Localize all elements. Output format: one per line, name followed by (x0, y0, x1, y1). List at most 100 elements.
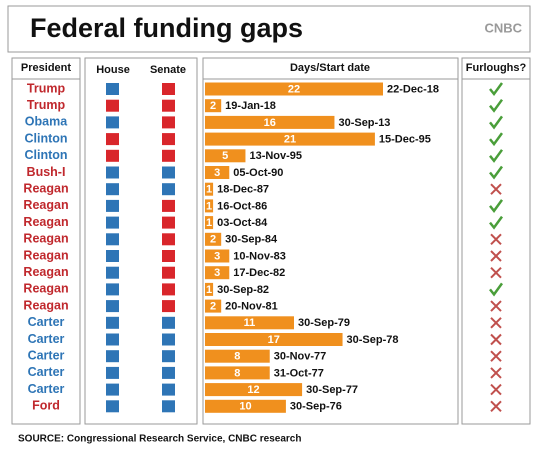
senate-party (162, 83, 175, 95)
bar (205, 299, 222, 313)
furlough-no (490, 367, 502, 379)
house-party (106, 216, 119, 229)
president: Reagan (23, 298, 68, 312)
furlough-no (490, 383, 502, 396)
column-box (11, 57, 81, 425)
bar (205, 316, 294, 330)
senate-party (162, 116, 175, 129)
header: President (21, 62, 71, 74)
bar-value: 1 (206, 200, 212, 212)
house-party (106, 350, 119, 363)
house-party (106, 83, 119, 95)
president: Bush-I (27, 165, 66, 179)
president: Reagan (23, 282, 68, 296)
furlough-yes (489, 115, 504, 130)
senate-party (162, 316, 175, 329)
house-party (106, 283, 119, 296)
bar (205, 383, 303, 397)
bar (205, 99, 222, 113)
bar-value: 8 (234, 367, 240, 379)
house-party (106, 183, 119, 196)
bar-value: 11 (244, 317, 256, 329)
start-date: 05-Oct-90 (233, 167, 283, 179)
house-party (106, 300, 119, 313)
start-date: 30-Sep-77 (306, 384, 358, 396)
president: Reagan (23, 265, 68, 279)
header: Senate (150, 64, 186, 76)
senate-party (162, 166, 175, 179)
president: Reagan (23, 248, 68, 262)
bar-value: 1 (206, 184, 212, 196)
source: SOURCE: Congressional Research Service, … (18, 434, 301, 445)
bar (205, 282, 214, 296)
senate-party (162, 250, 175, 262)
furlough-yes (489, 165, 504, 180)
senate-party (162, 366, 175, 379)
bar (205, 366, 270, 380)
start-date: 30-Sep-79 (298, 317, 350, 329)
bar-value: 1 (206, 217, 212, 229)
president: Carter (28, 315, 65, 329)
title: Federal funding gaps (30, 13, 303, 43)
bar (205, 349, 270, 363)
bar (205, 232, 222, 246)
furlough-yes (489, 282, 504, 297)
bar-value: 17 (268, 334, 280, 346)
start-date: 30-Sep-84 (225, 234, 278, 246)
furlough-no (490, 400, 502, 413)
start-date: 30-Sep-76 (290, 401, 342, 413)
furlough-no (490, 350, 502, 362)
start-date: 20-Nov-81 (225, 301, 278, 313)
header: Furloughs? (466, 62, 527, 74)
start-date: 13-Nov-95 (249, 150, 302, 162)
house-party (106, 99, 119, 112)
start-date: 16-Oct-86 (217, 200, 267, 212)
furlough-no (490, 317, 502, 329)
bar-value: 2 (210, 234, 216, 246)
president: Trump (27, 98, 66, 112)
bar-value: 2 (210, 301, 216, 313)
senate-party (162, 133, 175, 146)
bar-value: 16 (264, 117, 276, 129)
house-party (106, 400, 119, 413)
start-date: 31-Oct-77 (274, 367, 324, 379)
president: Clinton (24, 148, 67, 162)
president: Carter (28, 382, 65, 396)
bar-value: 5 (222, 150, 228, 162)
column-box (84, 57, 198, 425)
column-box (461, 57, 531, 425)
furlough-no (490, 333, 502, 346)
bar-value: 1 (206, 284, 212, 296)
senate-party (162, 350, 175, 363)
start-date: 10-Nov-83 (233, 250, 286, 262)
house-party (106, 233, 119, 246)
president: Reagan (23, 198, 68, 212)
senate-party (162, 149, 175, 162)
president: Carter (28, 365, 65, 379)
house-party (106, 333, 119, 346)
senate-party (162, 266, 175, 279)
furlough-no (490, 183, 502, 195)
furlough-yes (489, 98, 504, 113)
senate-party (162, 216, 175, 229)
bar-value: 21 (284, 134, 296, 146)
furlough-yes (489, 215, 504, 230)
house-party (106, 149, 119, 162)
bar-value: 2 (210, 100, 216, 112)
bar-value: 22 (288, 83, 300, 95)
furlough-yes (489, 149, 504, 163)
bar-value: 3 (214, 267, 220, 279)
house-party (106, 266, 119, 279)
president: Carter (28, 348, 65, 362)
furlough-no (490, 266, 502, 279)
house-party (106, 316, 119, 329)
header: Days/Start date (290, 62, 370, 74)
house-party (106, 116, 119, 129)
house-party (106, 250, 119, 262)
start-date: 22-Dec-18 (387, 83, 439, 95)
house-party (106, 133, 119, 146)
bar (205, 216, 214, 230)
bar (205, 249, 230, 263)
bar (205, 399, 286, 413)
